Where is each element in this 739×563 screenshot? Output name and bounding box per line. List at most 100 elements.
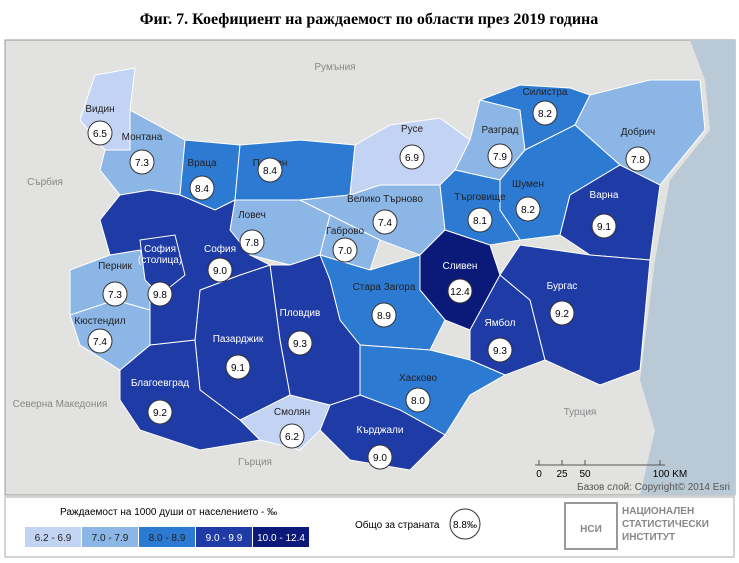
region-name: Добрич [621, 126, 656, 138]
region-value: 9.2 [555, 309, 569, 320]
region-value: 9.3 [293, 339, 307, 350]
scale-label: 25 [556, 469, 568, 480]
scale-label: 0 [536, 469, 542, 480]
region-name: Видин [85, 104, 114, 115]
title: Фиг. 7. Коефициент на раждаемост по обла… [140, 11, 599, 28]
region-value: 9.8 [153, 290, 167, 301]
region [319, 394, 446, 471]
total-value: 8.8‰ [453, 520, 477, 531]
logo-text: СТАТИСТИЧЕСКИ [622, 519, 709, 530]
region-name: Пловдив [280, 308, 321, 319]
region-name: Кюстендил [74, 316, 125, 327]
value-circle [405, 387, 431, 413]
region-name: Русе [401, 124, 424, 135]
region-value: 8.4 [195, 184, 209, 195]
region-name: София [204, 243, 236, 255]
region-value: 7.8 [245, 238, 259, 249]
region-value: 7.3 [135, 158, 149, 169]
region-name: Хасково [399, 373, 437, 384]
region-name: Търговище [454, 192, 506, 203]
value-circle [399, 144, 425, 170]
country-label: Гърция [238, 457, 272, 468]
value-circle [487, 337, 513, 363]
value-circle [147, 399, 173, 425]
region-value: 8.1 [473, 216, 487, 227]
region-value: 9.1 [597, 222, 611, 233]
legend-swatch [25, 527, 81, 547]
region-value: 8.2 [538, 109, 552, 120]
region-name: Перник [98, 261, 132, 272]
region-name: Монтана [122, 132, 163, 143]
sea [640, 40, 735, 495]
value-circle [189, 175, 215, 201]
attribution: Базов слой: Copyright© 2014 Esri [577, 482, 730, 493]
legend-label: 7.0 - 7.9 [92, 533, 129, 544]
region-name: Ямбол [485, 317, 516, 329]
region [139, 234, 186, 296]
region-value: 6.5 [93, 129, 107, 140]
region-value: 9.3 [493, 346, 507, 357]
value-circle [102, 281, 128, 307]
value-circle [515, 196, 541, 222]
value-circle [129, 149, 155, 175]
region-name: Сливен [443, 261, 478, 272]
value-circle [532, 100, 558, 126]
logo-mark-box [564, 502, 618, 550]
value-circle [207, 257, 233, 283]
region-value: 8.4 [263, 166, 277, 177]
region-value: 7.4 [378, 218, 392, 229]
legend-label: 8.0 - 8.9 [149, 533, 186, 544]
logo-text: ИНСТИТУТ [622, 532, 675, 543]
legend-swatch [253, 527, 309, 547]
region-name: София [144, 243, 176, 255]
value-circle [487, 143, 513, 169]
region-name: Враца [187, 158, 217, 169]
value-circle [332, 237, 358, 263]
country-label: Румъния [314, 62, 355, 73]
region-name: (столица) [138, 255, 182, 266]
scale-label: 100 KM [653, 469, 687, 480]
region-value: 9.1 [231, 363, 245, 374]
total-circle [449, 508, 481, 540]
value-circle [147, 281, 173, 307]
logo-mark: НСИ [580, 524, 602, 535]
region-name: Габрово [326, 225, 364, 237]
legend-label: 9.0 - 9.9 [206, 533, 243, 544]
region-value: 9.0 [213, 266, 227, 277]
region-value: 9.0 [373, 453, 387, 464]
region-value: 7.0 [338, 246, 352, 257]
value-circle [257, 157, 283, 183]
region-name: Силистра [523, 87, 568, 98]
value-circle [87, 328, 113, 354]
region-name: Смолян [274, 407, 310, 418]
region [499, 244, 651, 386]
legend-title: Раждаемост на 1000 души от населението -… [60, 507, 277, 518]
region-value: 7.3 [108, 290, 122, 301]
region-name: Разград [482, 125, 519, 136]
value-circle [467, 207, 493, 233]
value-circle [279, 423, 305, 449]
scale-label: 50 [579, 469, 591, 480]
country-label: Турция [564, 407, 597, 418]
region-name: Велико Търново [347, 194, 423, 205]
legend-swatch [139, 527, 195, 547]
value-circle [287, 330, 313, 356]
region-name: Варна [590, 190, 619, 201]
value-circle [239, 229, 265, 255]
region-name: Ловеч [238, 210, 266, 221]
legend-label: 10.0 - 12.4 [257, 533, 305, 544]
region [234, 139, 356, 201]
region-value: 7.8 [631, 155, 645, 166]
region-name: Стара Загора [353, 282, 416, 293]
value-circle [591, 213, 617, 239]
country-label: Сърбия [27, 176, 63, 188]
region-name: Благоевград [131, 378, 189, 389]
region-value: 8.2 [521, 205, 535, 216]
region-value: 9.2 [153, 408, 167, 419]
region-value: 12.4 [450, 287, 470, 298]
value-circle [447, 278, 473, 304]
region-value: 6.2 [285, 432, 299, 443]
region-value: 8.0 [411, 396, 425, 407]
region-value: 8.9 [377, 311, 391, 322]
